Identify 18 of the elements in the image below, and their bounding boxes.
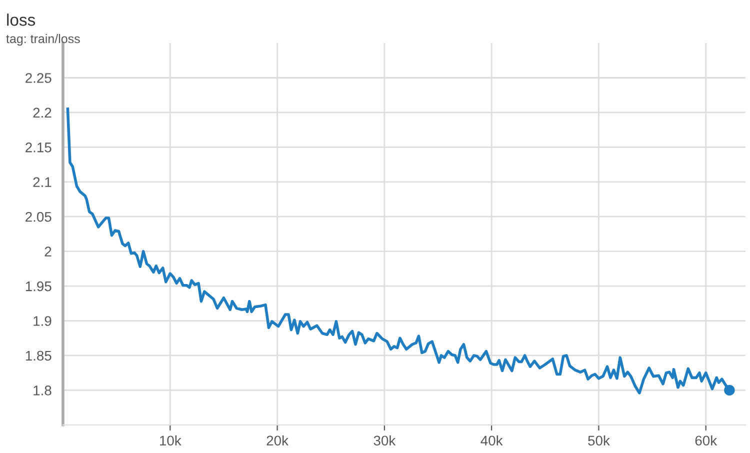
y-tick-label: 2 [44,246,52,256]
y-tick-label: 1.8 [34,386,52,396]
y-tick-label: 1.9 [34,316,52,326]
y-tick-label: 2.05 [26,212,52,222]
x-tick-label: 60k [695,435,718,446]
y-tick-label: 2.1 [33,177,52,187]
x-tick-label: 30k [374,435,396,446]
x-tick-label: 20k [266,435,289,446]
chart-title: loss [7,14,36,26]
y-tick-label: 2.15 [26,142,52,152]
x-tick-label: 50k [588,435,610,446]
x-tick-label: 10k [160,435,182,446]
y-tick-label: 1.95 [26,281,52,292]
y-tick-label: 1.85 [26,350,52,361]
x-tick-label: 40k [480,435,503,446]
y-tick-label: 2.25 [26,73,52,83]
y-tick-label: 2.2 [33,108,52,118]
chart-subtitle: tag: train/loss [6,34,80,46]
